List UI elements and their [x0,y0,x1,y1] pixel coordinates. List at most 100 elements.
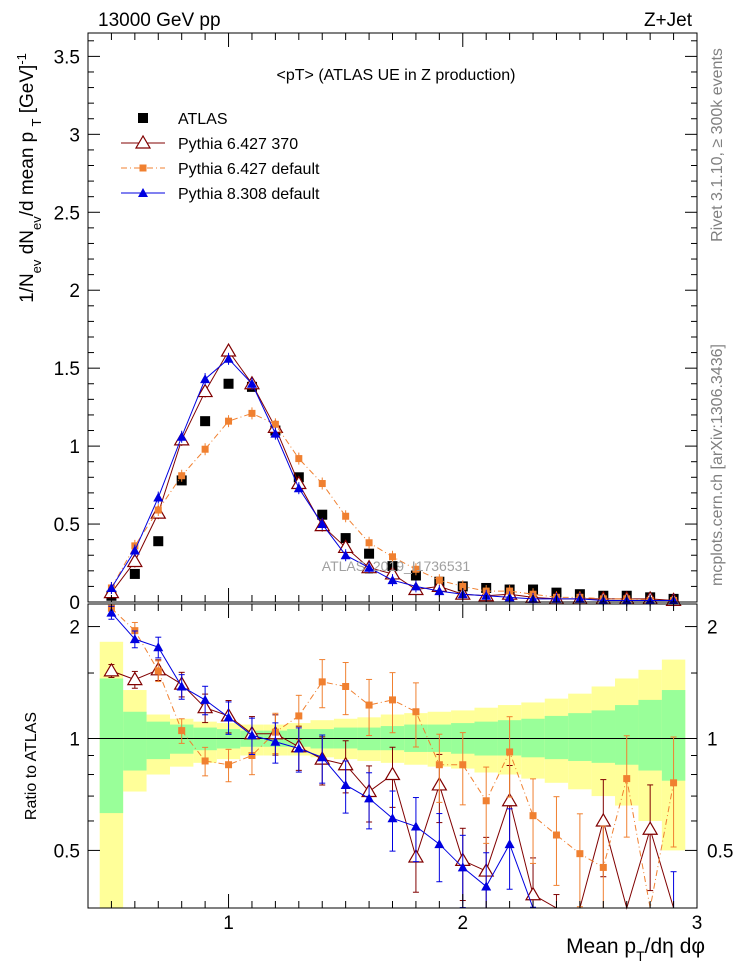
main-series-point [295,455,303,463]
ratio-y-tick-label-right: 2 [707,618,718,639]
ratio-series-point [529,812,537,820]
main-series-point [317,519,328,529]
ratio-plot-area: 0.5 0.5 1 1 2 2 1 2 3 [54,603,733,934]
ratio-series-point [365,701,373,709]
main-y-axis-label: 1/Nev dNev/d mean p T [GeV]-1 [14,53,44,303]
ratio-series-point [552,831,560,839]
legend: ATLAS Pythia 6.427 370 Pythia 6.427 defaul… [121,111,320,203]
ratio-series-point [599,863,607,871]
ratio-series-point [153,642,164,652]
atlas-point [223,378,234,389]
ratio-series-point [293,743,304,753]
ratio-series-point [126,671,143,686]
atlas-point [340,533,351,544]
watermark-label: ATLAS_2019_I1736531 [322,558,471,574]
main-y-tick-label: 1 [69,437,80,458]
ratio-band [544,715,569,760]
main-y-tick-label: 1.5 [54,359,80,380]
x-tick-label: 3 [692,913,703,934]
rivet-label: Rivet 3.1.10, ≥ 300k events [709,48,726,242]
atlas-point [317,509,328,520]
ratio-series-point [481,881,492,891]
main-series-point [387,575,398,585]
ratio-series-point [506,748,514,756]
main-frame [87,32,698,603]
main-series-point [410,581,421,591]
ratio-series-point [248,752,256,760]
main-series-point [364,562,375,572]
main-series-point [225,417,233,425]
ratio-series-point [524,886,542,901]
ratio-band [568,713,592,761]
atlas-point [129,568,140,579]
atlas-point [364,548,375,559]
ratio-series-point [459,761,467,769]
ratio-series-point [223,712,234,722]
x-tick-label: 2 [457,913,468,934]
main-y-tick-label: 0.5 [54,515,80,536]
ratio-series-point [501,792,518,807]
main-series-point [223,353,234,363]
legend-label: Pythia 8.308 default [178,186,320,203]
ratio-series-point [178,727,186,735]
ratio-band [591,710,616,763]
legend-label: Pythia 6.427 default [178,161,320,178]
ratio-series-point [103,662,120,677]
main-series-point [200,374,211,384]
ratio-band [615,705,639,765]
main-series-point [271,420,279,428]
x-tick-label: 1 [223,913,234,934]
x-axis-label: Mean pT/dη dφ [566,935,705,964]
ratio-band [638,699,662,771]
ratio-series-point [340,779,351,789]
ratio-band [146,721,170,760]
main-series-point [434,586,445,596]
ratio-series-point [270,736,281,746]
legend-label: Pythia 6.427 370 [178,136,298,153]
ratio-series-point [200,694,211,704]
main-series-point [389,553,396,561]
ratio-series-point [435,761,443,769]
main-series-point [340,550,351,560]
ratio-series-point [342,682,350,690]
ratio-series-point [623,775,631,783]
main-y-tick-label: 0 [69,593,80,614]
header-right: Z+Jet [644,10,693,31]
main-series-point [153,492,164,502]
ratio-series-point [595,812,612,827]
ratio-series-point [434,839,445,849]
ratio-panel: 0.5 0.5 1 1 2 2 1 2 3 Ratio to ATLAS Mean pT/dη … [23,603,733,964]
ratio-y-axis-label: Ratio to ATLAS [23,712,40,820]
ratio-series-point [384,766,401,781]
legend-marker [138,188,148,197]
main-panel: 0 0.5 1 1.5 2 2.5 3 3.5 <pT> (ATLAS UE in Z pro… [14,32,698,614]
main-series-point [412,565,420,573]
ratio-frame [87,603,698,909]
ratio-y-tick-label-left: 0.5 [54,841,80,862]
ratio-series-point [225,761,233,769]
ratio-y-tick-label-left: 1 [69,729,80,750]
ratio-series-point [389,696,396,704]
ratio-series-point [201,757,209,765]
legend-marker [138,113,148,123]
main-series-point [435,576,443,584]
main-series-point [365,539,373,547]
main-series-point [201,445,209,453]
main-y-tick-label: 2.5 [54,203,80,224]
main-series-point [197,383,214,398]
main-series-point [178,472,186,480]
main-series-point [176,431,187,441]
main-series-point [342,512,350,520]
ratio-series-point [364,793,375,803]
atlas-point [200,416,211,427]
ratio-band [661,690,686,781]
chart-title: <pT> (ATLAS UE in Z production) [277,67,516,84]
atlas-point [410,570,421,581]
main-series-point [459,582,467,590]
ratio-series-point [106,607,117,617]
ratio-series-point [154,667,162,675]
ratio-series-point [670,779,678,787]
ratio-series-point [457,862,468,872]
